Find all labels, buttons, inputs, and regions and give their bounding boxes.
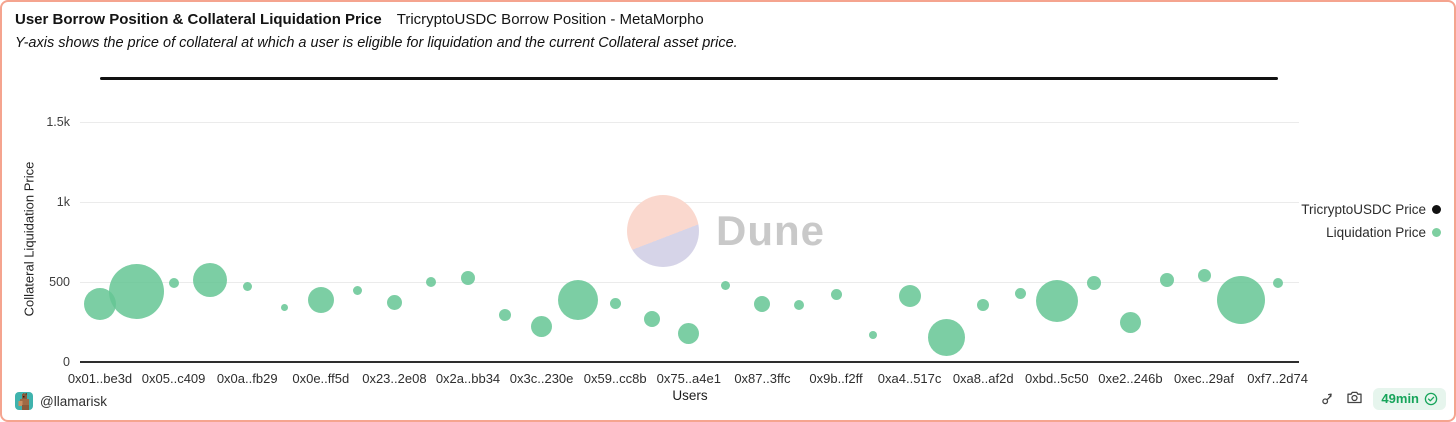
bubble-point[interactable]	[977, 299, 990, 312]
bubble-point[interactable]	[558, 279, 599, 320]
chart-description: Y-axis shows the price of collateral at …	[15, 35, 738, 51]
bubble-point[interactable]	[386, 295, 402, 311]
x-axis-tick-label: 0x75..a4e1	[656, 371, 721, 386]
fork-query-button[interactable]	[1320, 390, 1336, 409]
bubble-point[interactable]	[426, 277, 437, 287]
bubble-point[interactable]	[1014, 287, 1026, 299]
camera-icon	[1346, 389, 1363, 409]
author-avatar	[15, 392, 33, 410]
x-axis-tick-label: 0xf7..2d74	[1247, 371, 1308, 386]
x-axis-tick-label: 0x23..2e08	[362, 371, 427, 386]
x-axis-tick-label: 0xa4..517c	[877, 371, 942, 386]
gridline	[80, 122, 1299, 123]
x-axis-tick-label: 0x0a..fb29	[216, 371, 278, 386]
bubble-point[interactable]	[1119, 312, 1141, 334]
bubble-point[interactable]	[927, 318, 965, 356]
legend-label: TricryptoUSDC Price	[1301, 202, 1426, 217]
bubble-point[interactable]	[1086, 275, 1101, 290]
x-axis-tick-label: 0xe2..246b	[1098, 371, 1163, 386]
chart-title: User Borrow Position & Collateral Liquid…	[15, 11, 382, 28]
chart-legend: TricryptoUSDC Price Liquidation Price	[1301, 199, 1441, 243]
y-axis-tick-label: 1k	[56, 195, 70, 209]
legend-item-tricryptousdc-price[interactable]: TricryptoUSDC Price	[1301, 199, 1441, 220]
bubble-point[interactable]	[721, 280, 731, 290]
dune-logo-icon	[627, 195, 699, 267]
check-badge-icon	[1424, 392, 1438, 406]
bubble-point[interactable]	[193, 262, 228, 297]
bubble-point[interactable]	[1197, 269, 1211, 283]
bubble-point[interactable]	[531, 316, 553, 338]
x-axis-tick-label: 0x3c..230e	[509, 371, 574, 386]
bubble-point[interactable]	[754, 295, 771, 312]
y-axis-title: Collateral Liquidation Price	[21, 161, 37, 317]
x-axis-tick-label: 0x0e..ff5d	[292, 371, 350, 386]
bubble-point[interactable]	[830, 289, 842, 301]
bubble-point[interactable]	[1160, 272, 1175, 287]
bubble-point[interactable]	[168, 277, 179, 288]
author-handle: @llamarisk	[40, 393, 107, 409]
x-axis-tick-label: 0x59..cc8b	[583, 371, 647, 386]
bubble-point[interactable]	[678, 322, 700, 344]
y-axis-tick-label: 500	[49, 275, 70, 289]
fork-icon	[1320, 390, 1336, 409]
x-axis-tick-label: 0xbd..5c50	[1024, 371, 1089, 386]
gridline	[80, 282, 1299, 283]
bubble-point[interactable]	[609, 298, 621, 310]
x-axis-tick-label: 0x01..be3d	[67, 371, 133, 386]
bubble-point[interactable]	[109, 264, 165, 320]
x-axis-tick-label: 0x87..3ffc	[734, 371, 791, 386]
x-axis-line	[80, 361, 1299, 363]
x-axis-tick-label: 0xa8..af2d	[952, 371, 1014, 386]
legend-item-liquidation-price[interactable]: Liquidation Price	[1326, 222, 1441, 243]
bubble-point[interactable]	[280, 304, 288, 312]
gridline	[80, 202, 1299, 203]
refresh-age-badge[interactable]: 49min	[1373, 388, 1446, 410]
x-axis-tick-label: 0x05..c409	[141, 371, 206, 386]
author-credit[interactable]: @llamarisk	[15, 392, 107, 410]
chart-context-title: TricryptoUSDC Borrow Position - MetaMorp…	[396, 11, 704, 28]
bubble-point[interactable]	[498, 308, 511, 321]
dune-watermark: Dune	[716, 207, 825, 254]
x-axis-tick-label: 0x9b..f2ff	[809, 371, 863, 386]
refresh-age-label: 49min	[1381, 391, 1419, 406]
x-axis-title: Users	[672, 388, 708, 403]
bubble-point[interactable]	[794, 300, 805, 311]
bubble-point[interactable]	[353, 286, 363, 296]
screenshot-button[interactable]	[1346, 389, 1363, 409]
x-axis-tick-label: 0x2a..bb34	[435, 371, 501, 386]
x-axis-tick-label: 0xec..29af	[1174, 371, 1234, 386]
tricryptousdc-price-line[interactable]	[100, 77, 1278, 81]
bubble-point[interactable]	[1035, 280, 1078, 323]
y-axis-tick-label: 0	[63, 355, 70, 369]
bubble-point[interactable]	[1272, 277, 1283, 288]
legend-marker-green-dot-icon	[1432, 228, 1441, 237]
bubble-point[interactable]	[242, 282, 252, 292]
bubble-point[interactable]	[1216, 275, 1265, 324]
bubble-point[interactable]	[644, 310, 660, 327]
chart-header: User Borrow Position & Collateral Liquid…	[15, 11, 704, 28]
bubble-point[interactable]	[868, 330, 877, 339]
bubble-point[interactable]	[898, 284, 921, 307]
footer-actions: 49min	[1320, 388, 1446, 410]
bubble-point[interactable]	[461, 271, 475, 285]
legend-marker-black-dot-icon	[1432, 205, 1441, 214]
y-axis-tick-label: 1.5k	[46, 115, 70, 129]
bubble-point[interactable]	[307, 286, 334, 313]
legend-label: Liquidation Price	[1326, 225, 1426, 240]
